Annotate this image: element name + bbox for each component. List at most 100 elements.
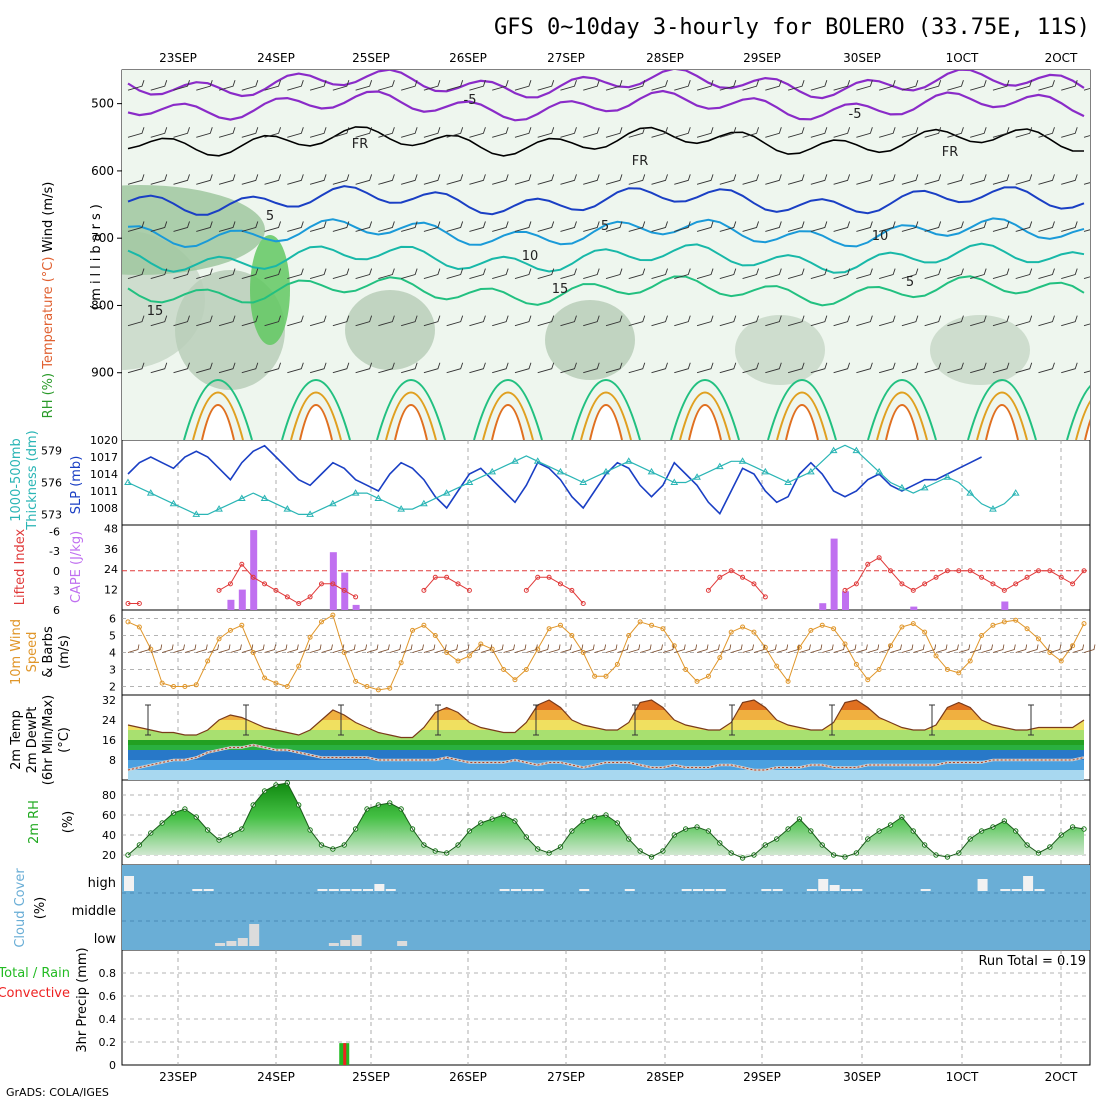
minmax-bar — [338, 704, 344, 736]
upper-wind-barb — [583, 80, 600, 91]
upper-wind-barb — [423, 127, 441, 138]
upper-wind-barb — [765, 362, 782, 374]
li-marker — [717, 574, 723, 580]
wind10-axis-title: & Barbs — [41, 626, 56, 678]
upper-wind-barb — [218, 362, 236, 374]
upper-air-panel: -5 -5 FR FR FR 5 5 10 10 15 15 5 — [122, 70, 1090, 440]
upper-title-part: RH (%) — [41, 373, 56, 418]
upper-wind-barb — [173, 268, 190, 279]
wind-barb — [492, 644, 504, 653]
contour-label: 15 — [147, 304, 164, 319]
high-cloud-bar — [977, 879, 988, 891]
cape-tick-label: 24 — [104, 563, 118, 576]
wind-speed-marker — [876, 667, 882, 672]
upper-wind-barb — [787, 127, 805, 138]
upper-wind-barb — [651, 221, 668, 232]
upper-wind-barb — [401, 80, 418, 91]
thickness-marker — [283, 505, 292, 512]
thickness-marker — [124, 478, 132, 485]
upper-wind-barb — [492, 127, 509, 138]
upper-wind-barb — [218, 127, 236, 138]
wind-speed-marker — [683, 667, 689, 672]
high-cloud-bar — [499, 889, 510, 891]
wind-barb — [674, 644, 686, 653]
upper-wind-barb — [150, 268, 168, 279]
upper-wind-barb — [355, 268, 373, 279]
upper-wind-barb — [628, 315, 646, 327]
upper-wind-barb — [856, 315, 873, 327]
li-marker — [888, 568, 894, 574]
wind-barb — [924, 644, 937, 653]
upper-wind-barb — [514, 127, 532, 138]
thickness-marker — [328, 499, 337, 507]
upper-wind-barb — [1083, 276, 1090, 279]
high-cloud-bar — [693, 889, 704, 891]
upper-wind-barb — [765, 80, 782, 91]
surface-heat-contour — [571, 379, 641, 440]
wind-speed-marker — [535, 646, 541, 652]
cloud-background — [122, 865, 1090, 950]
upper-wind-barb — [264, 127, 281, 138]
wind-speed-marker — [922, 629, 928, 635]
rh-tick-label: 60 — [102, 809, 116, 822]
wind-barb — [139, 644, 151, 653]
cape-bar — [352, 604, 360, 610]
rh-line — [127, 782, 1085, 859]
upper-wind-barb — [264, 315, 281, 327]
high-cloud-bar — [624, 889, 635, 891]
temp-color-band — [128, 770, 1084, 780]
wind-barb — [230, 644, 242, 653]
upper-wind-barb — [241, 268, 259, 279]
wind-barb — [958, 644, 971, 653]
upper-wind-barb — [1083, 323, 1090, 327]
cape-bar — [227, 599, 235, 610]
upper-wind-barb — [1061, 80, 1078, 91]
upper-wind-barb — [173, 362, 190, 374]
wind-barb — [469, 644, 481, 653]
wind-barb — [480, 644, 493, 653]
high-cloud-bar — [852, 889, 863, 891]
minmax-bar — [729, 704, 735, 736]
wind-speed-marker — [455, 658, 461, 664]
wind-barb — [605, 644, 618, 653]
wind-speed-marker — [910, 621, 916, 627]
bottom-date-tick: 23SEP — [159, 1070, 197, 1084]
upper-wind-barb — [423, 80, 441, 91]
upper-wind-barb — [742, 174, 759, 185]
surface-heat-contour — [967, 379, 1037, 440]
upper-wind-barb — [423, 315, 441, 327]
temp-color-band — [128, 760, 1084, 770]
li-marker — [341, 587, 347, 593]
wind-barb — [560, 644, 572, 653]
upper-wind-barb — [173, 315, 190, 327]
high-cloud-bar — [317, 889, 328, 891]
upper-wind-barb — [446, 80, 464, 91]
upper-wind-barb — [196, 221, 213, 232]
wind-barb — [787, 644, 800, 653]
surface-heat-contour — [1066, 384, 1090, 440]
wind-barb — [389, 644, 402, 653]
wind-speed-marker — [205, 658, 211, 664]
wind-barb — [321, 644, 333, 653]
wind-barb — [640, 644, 652, 653]
upper-wind-barb — [742, 80, 759, 91]
upper-wind-barb — [742, 362, 759, 374]
wind-speed-marker — [216, 636, 222, 642]
wind-barb — [298, 644, 311, 653]
wind-speed-marker — [808, 627, 814, 633]
upper-wind-barb — [492, 268, 509, 279]
wind-speed-marker — [444, 650, 450, 655]
li-marker — [296, 600, 302, 606]
li-tick-label: -6 — [49, 526, 60, 539]
high-cloud-bar — [351, 889, 362, 891]
wind-speed-marker — [1024, 626, 1030, 632]
surface-heat-contour — [201, 404, 235, 440]
high-cloud-bar — [1000, 889, 1011, 891]
upper-wind-barb — [514, 268, 532, 279]
temp-color-band — [128, 730, 1084, 740]
li-marker — [762, 594, 768, 600]
upper-wind-barb — [355, 221, 373, 232]
wind-tick-label: 2 — [109, 681, 116, 694]
wind-barb — [685, 644, 698, 653]
pressure-tick-label: 500 — [91, 97, 114, 111]
